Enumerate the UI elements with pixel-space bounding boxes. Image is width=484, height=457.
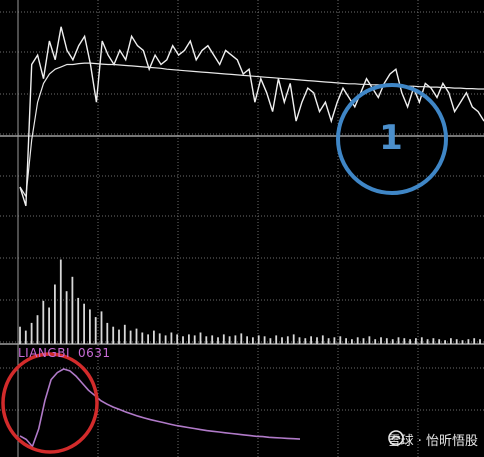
indicator-value: 0631: [77, 346, 111, 360]
watermark-text: 雪球 · 怡昕悟股: [387, 434, 478, 449]
liangbi-line: [19, 368, 301, 449]
price-series-0-line: [19, 26, 484, 207]
blue-annotation-circle: [336, 83, 448, 195]
indicator-legend: LIANGBI 0631: [18, 346, 119, 360]
indicator-name: LIANGBI: [18, 346, 70, 360]
watermark: 雪球 · 怡昕悟股: [388, 430, 478, 449]
annotation-number: 1: [379, 118, 403, 158]
red-annotation-circle: [1, 352, 99, 454]
snowball-logo-icon: [387, 430, 404, 446]
